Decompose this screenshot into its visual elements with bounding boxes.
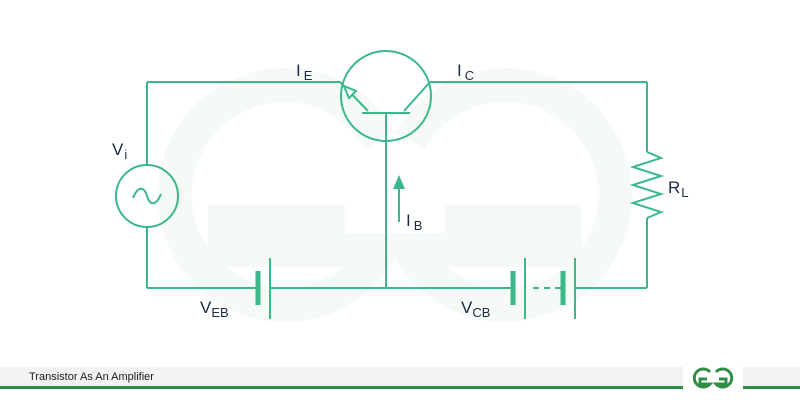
collector-lead <box>403 81 431 112</box>
logo-container <box>683 364 743 392</box>
ib-arrow-head <box>393 175 405 189</box>
label-vcb: VCB <box>461 298 490 320</box>
base-current-arrow-icon <box>393 175 405 222</box>
vcb-battery-symbol <box>510 258 576 319</box>
diagram-caption: Transistor As An Amplifier <box>29 371 154 383</box>
load-resistor-symbol <box>629 151 665 219</box>
transistor-body <box>340 50 432 142</box>
label-veb: VEB <box>200 298 229 320</box>
transistor-symbol <box>339 50 432 142</box>
footer-accent-line <box>0 386 800 389</box>
footer-band <box>0 367 800 389</box>
label-rl: RL <box>668 178 689 200</box>
label-vi: Vi <box>112 140 127 162</box>
veb-battery-symbol <box>255 258 271 319</box>
ac-source-circle <box>115 164 179 228</box>
sine-wave-icon <box>132 187 162 205</box>
emitter-arrow-icon <box>342 84 358 100</box>
watermark-logo <box>157 68 633 322</box>
geeksforgeeks-logo-icon <box>692 367 734 389</box>
ac-source-symbol <box>115 164 179 228</box>
